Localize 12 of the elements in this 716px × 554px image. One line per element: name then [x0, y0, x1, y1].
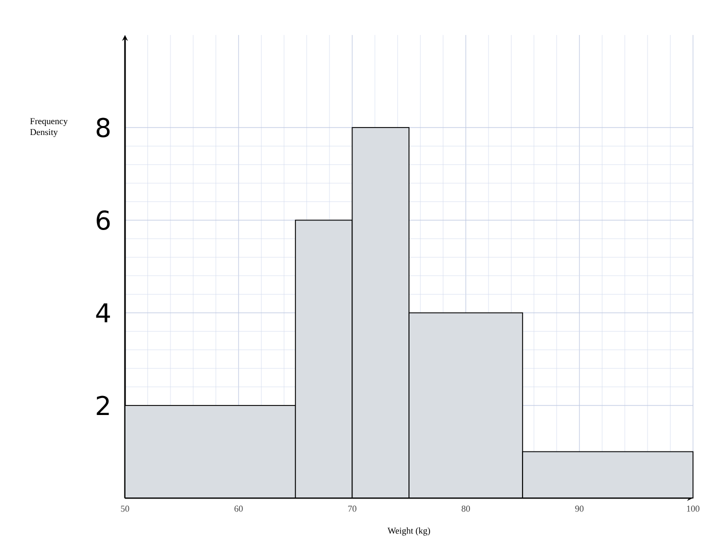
- x-tick-label: 50: [121, 506, 130, 512]
- x-axis-title: Weight (kg): [388, 527, 430, 536]
- x-tick-label: 90: [575, 506, 584, 512]
- y-tick-label: 4: [96, 303, 110, 322]
- x-tick-label: 70: [348, 506, 356, 512]
- y-tick-label: 6: [96, 210, 110, 230]
- y-axis-title: Frequency Density: [30, 118, 68, 137]
- y-tick-label: 2: [96, 396, 109, 416]
- x-tick-label: 100: [687, 506, 700, 512]
- x-tick-label: 60: [234, 506, 243, 512]
- x-tick-label: 80: [462, 506, 470, 512]
- y-tick-label: 8: [96, 118, 110, 138]
